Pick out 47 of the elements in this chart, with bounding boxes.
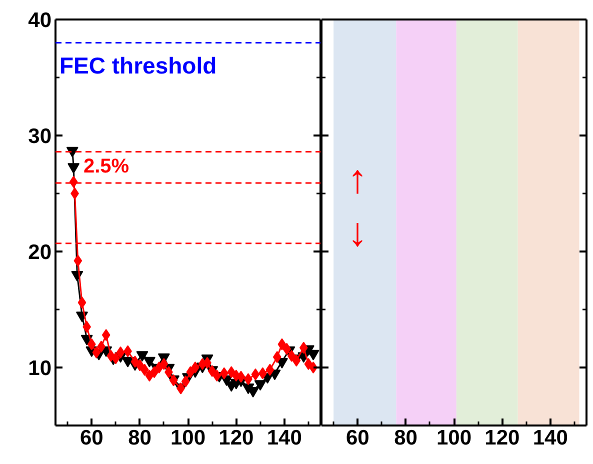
x-tick-label: 80 — [394, 426, 418, 450]
x-tick-label: 60 — [346, 426, 370, 450]
point — [87, 338, 96, 350]
x-tick-label: 120 — [218, 426, 254, 450]
point — [68, 163, 80, 174]
point — [278, 338, 286, 350]
point — [136, 351, 148, 362]
y-tick-label: 10 — [28, 357, 52, 380]
point — [181, 375, 190, 388]
y-tick-label: 40 — [28, 9, 52, 32]
point — [299, 342, 308, 354]
ref-line-label: FEC threshold — [60, 52, 217, 79]
point — [74, 254, 82, 267]
x-tick-label: 120 — [484, 426, 520, 450]
x-tick-label: 140 — [532, 426, 568, 450]
point — [140, 364, 149, 376]
annotation: ↓ — [348, 210, 368, 254]
point — [236, 370, 246, 383]
point — [92, 346, 101, 358]
x-tick-label: 80 — [128, 426, 152, 450]
point — [212, 370, 222, 382]
point — [251, 368, 260, 380]
point — [287, 350, 296, 362]
point — [154, 362, 164, 374]
point — [116, 346, 125, 358]
point — [266, 364, 274, 376]
point — [191, 362, 200, 374]
point — [160, 358, 168, 370]
point — [220, 367, 228, 380]
point — [143, 356, 156, 368]
point — [254, 380, 266, 391]
point — [78, 296, 86, 309]
y-tick-label: 20 — [28, 241, 52, 264]
point — [186, 366, 195, 378]
x-tick-label: 100 — [170, 426, 206, 450]
x-tick-label: 60 — [80, 426, 104, 450]
point — [69, 176, 78, 188]
y-tick-label: 30 — [28, 125, 52, 148]
annotation: 2.5% — [84, 156, 130, 178]
x-tick-label: 100 — [436, 426, 472, 450]
point — [66, 146, 78, 158]
x-tick-label: 140 — [266, 426, 302, 450]
point — [272, 351, 282, 364]
point — [304, 358, 313, 370]
point — [102, 329, 110, 342]
point — [70, 188, 79, 200]
annotation: ↑ — [348, 158, 368, 202]
